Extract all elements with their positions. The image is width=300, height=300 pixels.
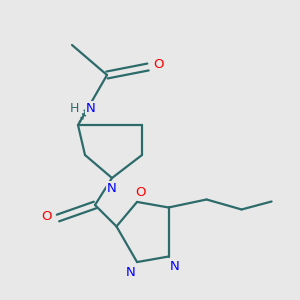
Text: N: N bbox=[86, 101, 96, 115]
Text: O: O bbox=[153, 58, 163, 70]
Text: O: O bbox=[41, 209, 51, 223]
Text: N: N bbox=[107, 182, 117, 194]
Text: H: H bbox=[69, 101, 79, 115]
Text: O: O bbox=[135, 186, 145, 200]
Text: N: N bbox=[126, 266, 136, 279]
Text: N: N bbox=[170, 260, 179, 273]
